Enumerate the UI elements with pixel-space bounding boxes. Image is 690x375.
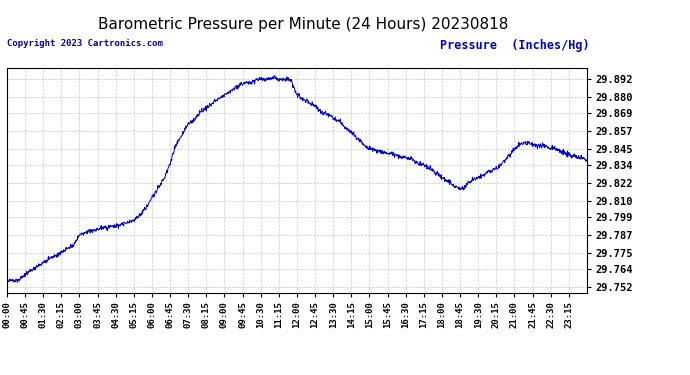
Text: Pressure  (Inches/Hg): Pressure (Inches/Hg): [440, 39, 590, 53]
Text: Copyright 2023 Cartronics.com: Copyright 2023 Cartronics.com: [7, 39, 163, 48]
Text: Barometric Pressure per Minute (24 Hours) 20230818: Barometric Pressure per Minute (24 Hours…: [99, 17, 509, 32]
